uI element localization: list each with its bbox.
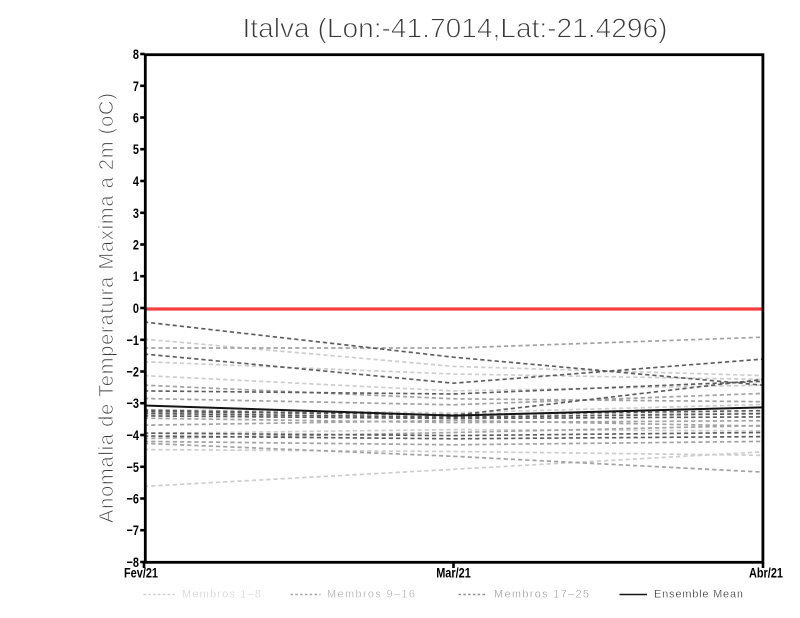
svg-text:5: 5 (133, 142, 139, 158)
svg-text:Ensemble Mean: Ensemble Mean (654, 588, 743, 600)
svg-text:Italva (Lon:-41.7014,Lat:-21.4: Italva (Lon:-41.7014,Lat:-21.4296) (243, 13, 668, 44)
svg-text:1: 1 (133, 269, 139, 285)
svg-text:Anomalia de Temperatura Maxima: Anomalia de Temperatura Maxima a 2m (oC) (96, 93, 118, 523)
svg-text:7: 7 (133, 79, 139, 95)
svg-text:Fev/21: Fev/21 (124, 565, 158, 581)
svg-text:−6: −6 (127, 491, 139, 507)
svg-text:3: 3 (133, 206, 139, 222)
svg-text:Mar/21: Mar/21 (436, 565, 471, 581)
svg-text:−8: −8 (127, 555, 139, 571)
svg-text:−1: −1 (127, 333, 139, 349)
svg-text:6: 6 (133, 110, 139, 126)
svg-text:−3: −3 (127, 396, 139, 412)
svg-text:−7: −7 (127, 523, 139, 539)
svg-text:8: 8 (133, 47, 139, 63)
svg-text:2: 2 (133, 237, 139, 253)
svg-text:−2: −2 (127, 364, 139, 380)
svg-text:−4: −4 (127, 428, 139, 444)
svg-text:Membros 1–8: Membros 1–8 (182, 588, 261, 600)
svg-text:4: 4 (133, 174, 139, 190)
svg-text:0: 0 (133, 301, 139, 317)
svg-text:−5: −5 (127, 460, 139, 476)
svg-text:Abr/21: Abr/21 (749, 565, 783, 581)
svg-text:Membros 17–25: Membros 17–25 (494, 588, 589, 600)
svg-text:Membros 9–16: Membros 9–16 (327, 588, 415, 600)
